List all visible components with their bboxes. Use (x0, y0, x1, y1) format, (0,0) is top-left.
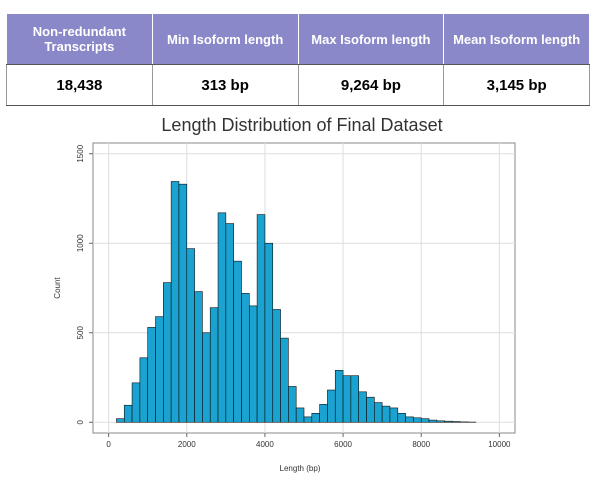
histogram-bar (389, 407, 399, 423)
histogram-bar (170, 181, 180, 423)
x-tick-label: 6000 (334, 440, 352, 449)
histogram-bar (288, 386, 297, 423)
histogram-bar (225, 223, 234, 423)
histogram-bar (327, 389, 336, 423)
summary-table: Non-redundant Transcripts Min Isoform le… (6, 13, 590, 106)
histogram-bar (311, 413, 320, 423)
x-tick-label: 0 (106, 440, 111, 449)
histogram-bar (194, 291, 203, 423)
histogram-bar (233, 260, 242, 423)
histogram-bar (350, 375, 360, 423)
x-tick-label: 4000 (256, 440, 274, 449)
chart: Length Distribution of Final Dataset Len… (53, 115, 516, 473)
x-tick-label: 8000 (412, 440, 430, 449)
histogram-bar (217, 212, 227, 423)
y-tick-label: 0 (76, 419, 85, 424)
histogram-bar (163, 282, 172, 423)
histogram-bar (256, 214, 266, 423)
histogram-bar (374, 402, 383, 423)
header-cell: Max Isoform length (297, 13, 445, 65)
histogram-bar (334, 370, 344, 423)
histogram-bar (295, 407, 305, 423)
chart-title: Length Distribution of Final Dataset (161, 115, 442, 135)
histogram-bar (319, 404, 328, 423)
cell: 313 bp (151, 64, 299, 106)
histogram-bar (397, 413, 406, 423)
histogram-bar (123, 404, 133, 423)
histogram-bar (413, 417, 422, 423)
histogram-bar (428, 419, 438, 423)
x-tick-label: 10000 (488, 440, 511, 449)
histogram-bar (131, 382, 141, 423)
data-row: 18,438 313 bp 9,264 bp 3,145 bp (6, 64, 590, 106)
cell: 9,264 bp (297, 64, 445, 106)
header-cell: Mean Isoform length (443, 13, 590, 65)
cell: 3,145 bp (443, 64, 590, 106)
histogram-bar (241, 293, 250, 423)
histogram-bar (366, 396, 375, 423)
y-axis-label: Count (53, 277, 62, 299)
histogram-bar (444, 420, 453, 423)
y-tick-label: 1000 (76, 234, 85, 252)
x-tick-label: 2000 (178, 440, 196, 449)
histogram-bar (155, 316, 164, 423)
histogram-bar (147, 327, 156, 423)
histogram-bar (381, 405, 391, 423)
histogram-bar (202, 332, 211, 423)
histogram-bar (280, 337, 289, 423)
header-row: Non-redundant Transcripts Min Isoform le… (6, 13, 590, 65)
y-tick-label: 1500 (76, 144, 85, 162)
histogram-bar (303, 416, 313, 423)
histogram-bar (139, 357, 149, 423)
header-cell: Min Isoform length (151, 13, 299, 65)
histogram-bar (358, 391, 367, 423)
histogram-bar (264, 242, 274, 423)
histogram-bar (420, 418, 430, 423)
histogram-bar (272, 309, 281, 423)
y-tick-label: 500 (76, 326, 85, 340)
header-cell: Non-redundant Transcripts (6, 13, 153, 65)
histogram-bar (248, 305, 258, 423)
histogram-bar (436, 420, 445, 423)
histogram-bar (186, 248, 195, 423)
x-axis-label: Length (bp) (280, 464, 321, 473)
histogram-bar (342, 375, 352, 423)
histogram-bar (209, 307, 219, 423)
histogram-bar (452, 421, 461, 423)
cell: 18,438 (6, 64, 153, 106)
histogram-bar (178, 183, 188, 423)
histogram-bar (116, 418, 125, 423)
histogram-bar (405, 416, 414, 423)
